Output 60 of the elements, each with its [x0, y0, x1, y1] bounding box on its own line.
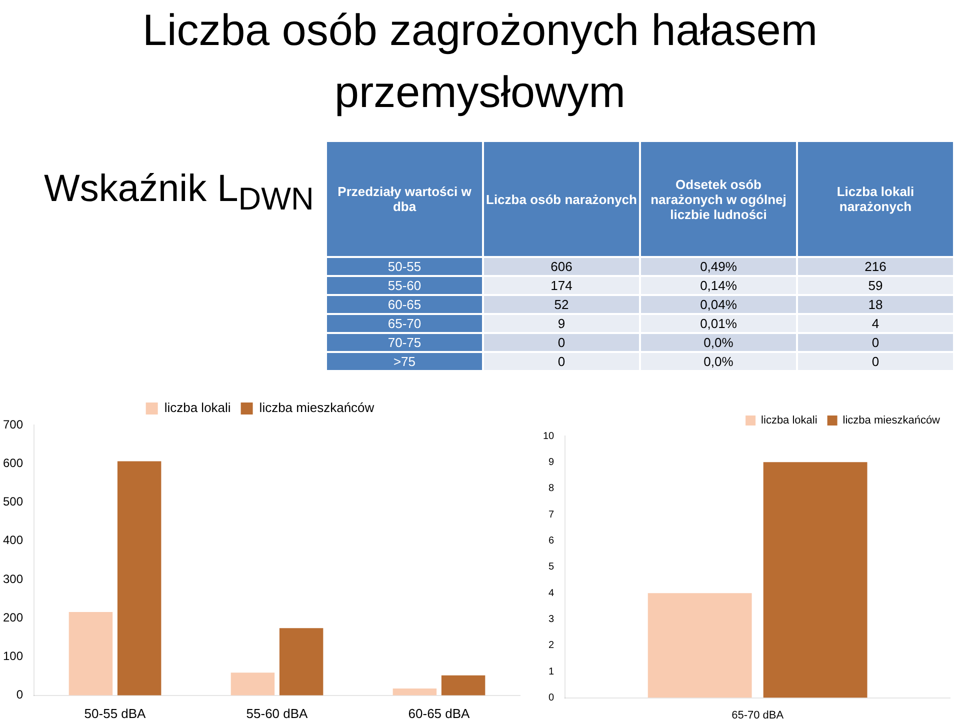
legend-label: liczba mieszkańców: [259, 400, 375, 416]
text: 0,0%: [641, 334, 796, 351]
x-tick-label: 60-65 dBA: [408, 706, 470, 721]
bar: [230, 672, 275, 696]
text: Liczba osób narażonych: [484, 142, 639, 256]
y-tick-label: 7: [548, 509, 555, 520]
y-tick-label: 500: [2, 494, 24, 509]
legend-label: liczba lokali: [164, 400, 231, 416]
y-tick-label: 8: [548, 483, 555, 494]
y-tick-label: 2: [548, 640, 555, 652]
text: 606: [484, 258, 639, 275]
legend-label: liczba mieszkańców: [842, 414, 940, 427]
text: Odsetek osób narażonych w ogólnej liczbie ludności: [641, 142, 796, 256]
text: 0: [798, 334, 953, 351]
bar: [68, 612, 113, 696]
y-tick-label: 400: [2, 533, 24, 548]
x-tick-label: 65-70 dBA: [732, 709, 784, 722]
y-tick-label: 3: [548, 614, 555, 626]
text: 55-60: [327, 277, 482, 294]
text: Wskaźnik L$_{DWN}$: [44, 168, 314, 218]
text: 50-55: [327, 258, 482, 275]
y-tick-label: 6: [548, 535, 555, 546]
text: 0,0%: [641, 353, 796, 370]
y-tick-label: 4: [548, 588, 555, 599]
text: 4: [798, 315, 953, 332]
text: 0,14%: [641, 277, 796, 294]
text: 59: [798, 277, 953, 294]
y-tick-label: 10: [543, 430, 555, 442]
bar: [441, 675, 486, 696]
text: 65-70: [327, 315, 482, 332]
text: 70-75: [327, 334, 482, 351]
x-tick-label: 55-60 dBA: [246, 706, 308, 721]
y-tick-label: 0: [548, 692, 555, 704]
text: 18: [798, 296, 953, 313]
y-tick-label: 1: [548, 666, 555, 678]
text: 0: [798, 353, 953, 370]
text: 0,04%: [641, 296, 796, 313]
text: Liczba osób zagrożonych hałasem przemysłowym: [141, 5, 819, 119]
text: >75: [327, 353, 482, 370]
text: 0,49%: [641, 258, 796, 275]
bar: [279, 628, 324, 696]
y-tick-label: 5: [548, 562, 555, 573]
y-tick-label: 9: [548, 456, 555, 468]
bar: [392, 688, 437, 696]
y-tick-label: 600: [2, 456, 24, 470]
legend-label: liczba lokali: [761, 414, 818, 427]
bar: [117, 461, 162, 696]
y-tick-label: 700: [2, 417, 24, 432]
text: Przedziały wartości w dba: [327, 142, 482, 256]
x-tick-label: 50-55 dBA: [84, 706, 146, 721]
text: Liczba lokali narażonych: [798, 142, 953, 256]
y-tick-label: 300: [2, 572, 24, 586]
text: 174: [484, 277, 639, 294]
y-tick-label: 0: [16, 688, 24, 702]
text: 216: [798, 258, 953, 275]
text: 52: [484, 296, 639, 313]
y-tick-label: 200: [2, 610, 24, 624]
text: 0,01%: [641, 315, 796, 332]
text: 60-65: [327, 296, 482, 313]
y-tick-label: 100: [2, 649, 24, 664]
